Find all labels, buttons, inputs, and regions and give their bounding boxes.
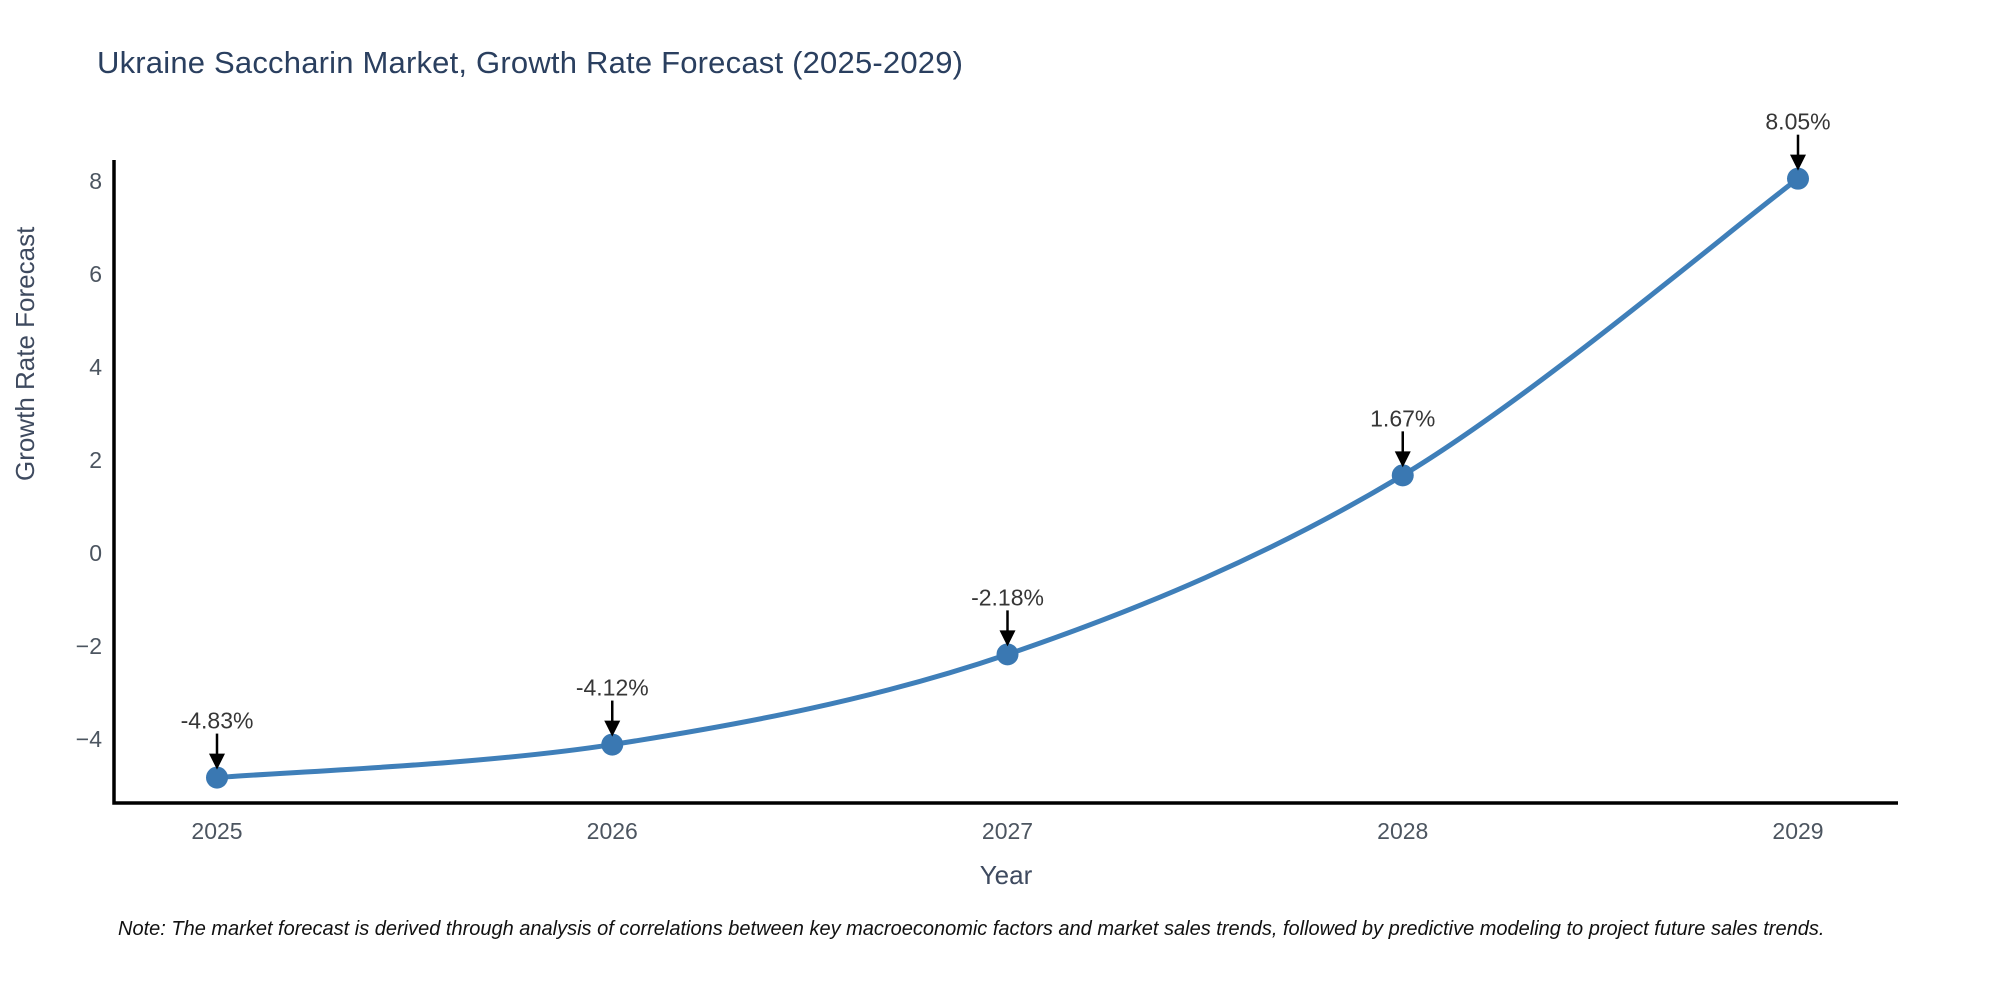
annotation-arrow-head: [1394, 451, 1411, 468]
x-tick-label: 2028: [1377, 818, 1428, 844]
axis-lines: [112, 160, 1898, 805]
y-tick-label: 4: [89, 354, 102, 380]
annotation-arrow-head: [999, 630, 1016, 647]
y-tick-label: −4: [76, 726, 102, 752]
forecast-line: [214, 176, 1801, 781]
annotation-arrow-head: [1790, 154, 1806, 171]
data-point-marker: [996, 643, 1019, 666]
footnote: Note: The market forecast is derived thr…: [118, 918, 1825, 940]
annotation-arrow-head: [209, 753, 225, 770]
y-tick-label: −2: [76, 633, 102, 659]
y-tick-label: 0: [89, 540, 102, 566]
point-value-label: -2.18%: [971, 584, 1044, 610]
point-value-label: -4.83%: [181, 708, 254, 734]
annotation-arrow-head: [604, 720, 621, 737]
y-tick-label: 6: [89, 261, 102, 287]
point-value-label: 8.05%: [1765, 109, 1830, 135]
data-point-marker: [1391, 464, 1414, 487]
data-point-marker: [1787, 167, 1809, 190]
y-tick-label: 2: [89, 447, 102, 473]
x-tick-label: 2029: [1772, 818, 1823, 844]
x-tick-label: 2026: [587, 818, 638, 844]
point-value-label: -4.12%: [576, 675, 649, 701]
chart-title: Ukraine Saccharin Market, Growth Rate Fo…: [97, 45, 964, 80]
x-tick-label: 2025: [191, 818, 242, 844]
x-tick-label: 2027: [982, 818, 1033, 844]
data-point-marker: [206, 766, 228, 789]
data-point-marker: [601, 733, 624, 756]
x-axis-title: Year: [979, 860, 1033, 890]
y-tick-label: 8: [89, 168, 102, 194]
point-value-label: 1.67%: [1370, 405, 1435, 431]
